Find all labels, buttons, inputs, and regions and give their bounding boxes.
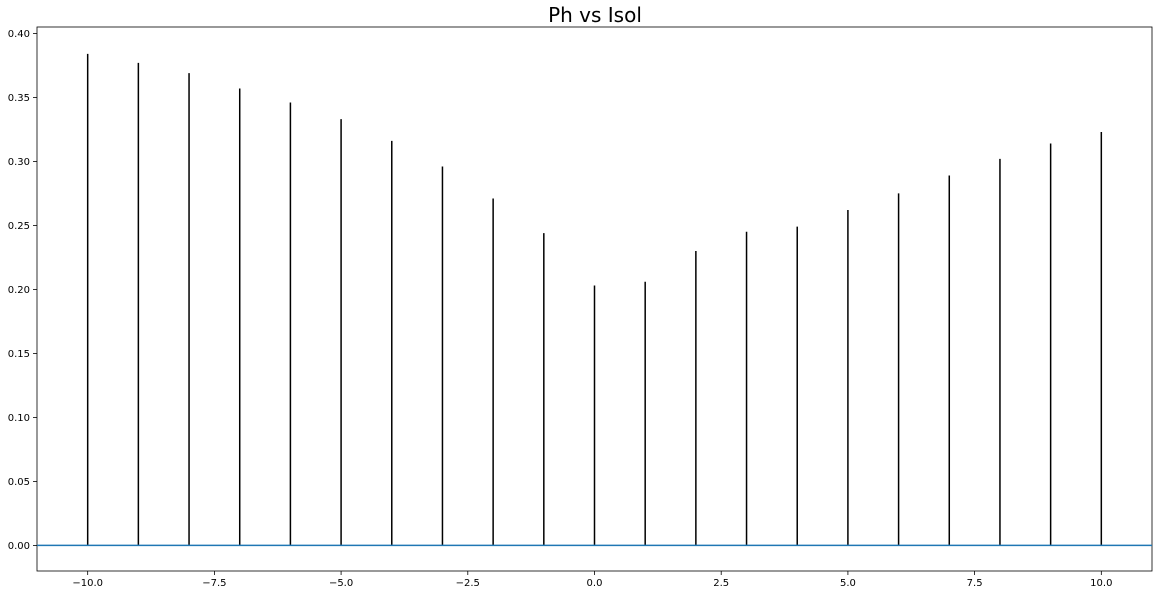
y-tick-label: 0.15 bbox=[8, 349, 30, 360]
y-tick-label: 0.05 bbox=[8, 477, 30, 488]
x-tick-label: 7.5 bbox=[967, 578, 983, 589]
x-tick-label: 2.5 bbox=[713, 578, 729, 589]
x-tick-label: −7.5 bbox=[202, 578, 226, 589]
x-axis: −10.0 −7.5 −5.0 −2.5 0.0 2.5 5.0 7.5 10.0 bbox=[72, 571, 1112, 589]
y-tick-label: 0.40 bbox=[8, 29, 30, 40]
x-tick-label: −10.0 bbox=[72, 578, 103, 589]
y-tick-label: 0.10 bbox=[8, 413, 30, 424]
y-tick-label: 0.20 bbox=[8, 285, 30, 296]
y-tick-label: 0.25 bbox=[8, 221, 30, 232]
x-tick-label: −5.0 bbox=[329, 578, 353, 589]
x-tick-label: −2.5 bbox=[456, 578, 480, 589]
y-tick-label: 0.30 bbox=[8, 157, 30, 168]
x-tick-label: 5.0 bbox=[840, 578, 856, 589]
y-tick-label: 0.00 bbox=[8, 541, 30, 552]
y-axis: 0.00 0.05 0.10 0.15 0.20 0.25 0.30 0.35 0.40 bbox=[8, 29, 37, 552]
chart-title: Ph vs Isol bbox=[548, 3, 642, 27]
x-tick-label: 10.0 bbox=[1090, 578, 1112, 589]
x-tick-label: 0.0 bbox=[587, 578, 603, 589]
y-tick-label: 0.35 bbox=[8, 93, 30, 104]
stems bbox=[86, 53, 1103, 546]
